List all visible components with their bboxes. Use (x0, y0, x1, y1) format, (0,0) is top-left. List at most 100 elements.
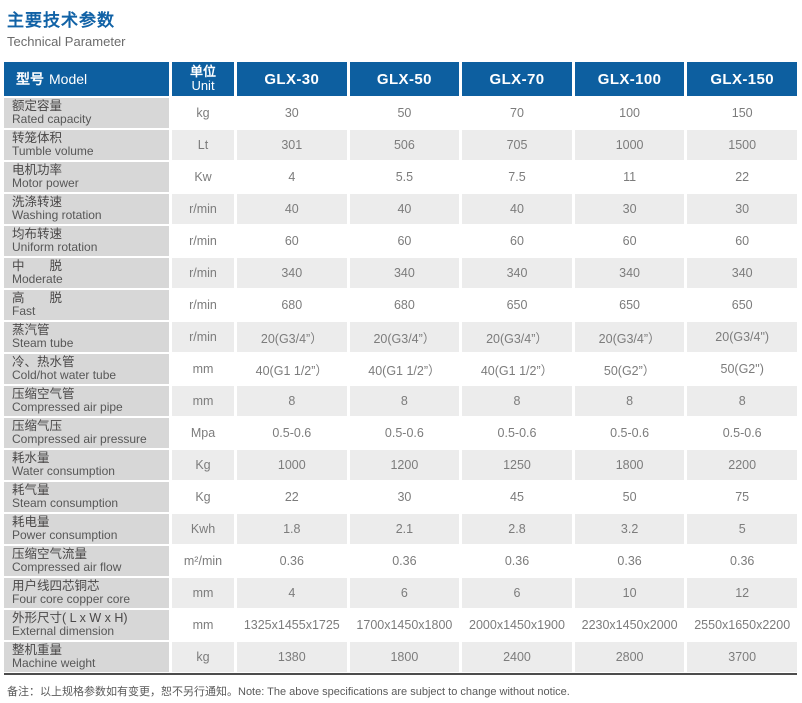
value-glx-70: 650 (462, 290, 572, 320)
value-glx-70: 6 (462, 578, 572, 608)
row-unit: r/min (172, 258, 234, 288)
value-glx-100: 340 (574, 258, 685, 288)
value-glx-150: 12 (687, 578, 797, 608)
row-label-en: Power consumption (12, 528, 118, 543)
header-unit-cn: 单位 (189, 63, 216, 79)
header-model: 型号 Model (4, 62, 169, 96)
row-label: 用户线四芯铜芯 Four core copper core (4, 578, 169, 608)
value-glx-150: 0.36 (687, 546, 797, 576)
row-label-cn: 压缩气压 (12, 419, 63, 434)
value-glx-50: 40(G1 1/2”） (349, 354, 460, 384)
value-glx-50: 2.1 (349, 514, 460, 544)
spec-table: 型号 Model 单位 Unit GLX-30 GLX-50 GLX-70 GLX-1… (4, 62, 797, 675)
value-glx-70: 2400 (462, 642, 572, 672)
row-label: 耗电量 Power consumption (4, 514, 169, 544)
value-glx-70: 70 (462, 98, 572, 128)
value-glx-50: 1800 (349, 642, 460, 672)
row-unit: r/min (172, 322, 234, 352)
value-glx-70: 8 (462, 386, 572, 416)
row-label: 压缩空气管 Compressed air pipe (4, 386, 169, 416)
header-unit-en: Unit (191, 78, 215, 93)
value-glx-150: 150 (687, 98, 797, 128)
row-label: 高 脱 Fast (4, 290, 169, 320)
page-title-en: Technical Parameter (7, 34, 126, 49)
value-glx-100: 50(G2”） (574, 354, 685, 384)
value-glx-100: 10 (574, 578, 685, 608)
row-label-cn: 高 脱 (12, 291, 63, 306)
row-unit: kg (172, 98, 234, 128)
value-glx-150: 22 (687, 162, 797, 192)
row-label-cn: 额定容量 (12, 99, 63, 114)
value-glx-30: 8 (237, 386, 347, 416)
header-model-glx-30: GLX-30 (237, 62, 347, 96)
header-model-glx-70: GLX-70 (462, 62, 572, 96)
value-glx-100: 100 (574, 98, 685, 128)
row-label: 耗气量 Steam consumption (4, 482, 169, 512)
header-model-en: Model (49, 71, 88, 87)
row-label-cn: 压缩空气管 (12, 387, 75, 402)
value-glx-100: 650 (574, 290, 685, 320)
value-glx-100: 50 (574, 482, 685, 512)
value-glx-150: 2200 (687, 450, 797, 480)
value-glx-100: 60 (574, 226, 685, 256)
value-glx-50: 6 (349, 578, 460, 608)
value-glx-50: 50 (349, 98, 460, 128)
value-glx-100: 1800 (574, 450, 685, 480)
row-label-cn: 耗水量 (12, 451, 50, 466)
row-label-en: Compressed air pressure (12, 432, 147, 447)
row-label: 蒸汽管 Steam tube (4, 322, 169, 352)
value-glx-50: 1200 (349, 450, 460, 480)
row-unit: r/min (172, 226, 234, 256)
value-glx-30: 1.8 (237, 514, 347, 544)
row-label: 耗水量 Water consumption (4, 450, 169, 480)
value-glx-50: 20(G3/4”） (349, 322, 460, 352)
value-glx-50: 0.36 (349, 546, 460, 576)
row-label-cn: 用户线四芯铜芯 (12, 579, 100, 594)
row-label: 冷、热水管 Cold/hot water tube (4, 354, 169, 384)
row-unit: Kg (172, 482, 234, 512)
row-label: 中 脱 Moderate (4, 258, 169, 288)
row-label-cn: 中 脱 (12, 259, 63, 274)
row-unit: r/min (172, 194, 234, 224)
row-label-en: External dimension (12, 624, 115, 639)
value-glx-70: 0.5-0.6 (462, 418, 572, 448)
value-glx-50: 40 (349, 194, 460, 224)
row-label-en: Fast (12, 304, 36, 319)
row-label-en: Water consumption (12, 464, 115, 479)
value-glx-70: 2000x1450x1900 (462, 610, 572, 640)
header-model-cn: 型号 (16, 71, 44, 87)
row-label-cn: 均布转速 (12, 227, 63, 242)
row-label: 洗涤转速 Washing rotation (4, 194, 169, 224)
row-label: 转笼体积 Tumble volume (4, 130, 169, 160)
value-glx-70: 45 (462, 482, 572, 512)
row-unit: Kwh (172, 514, 234, 544)
row-label-en: Rated capacity (12, 112, 92, 127)
row-label-cn: 耗气量 (12, 483, 50, 498)
value-glx-150: 75 (687, 482, 797, 512)
value-glx-100: 1000 (574, 130, 685, 160)
value-glx-150: 20(G3/4") (687, 322, 797, 352)
row-unit: Kg (172, 450, 234, 480)
value-glx-50: 0.5-0.6 (349, 418, 460, 448)
value-glx-30: 60 (237, 226, 347, 256)
value-glx-50: 30 (349, 482, 460, 512)
row-label-cn: 外形尺寸( L x W x H) (12, 611, 128, 626)
page-title-cn: 主要技术参数 (7, 11, 115, 30)
value-glx-70: 20(G3/4”） (462, 322, 572, 352)
value-glx-70: 60 (462, 226, 572, 256)
row-label: 均布转速 Uniform rotation (4, 226, 169, 256)
row-unit: mm (172, 386, 234, 416)
value-glx-50: 60 (349, 226, 460, 256)
row-label-en: Compressed air pipe (12, 400, 123, 415)
footnote: 备注：以上规格参数如有变更，恕不另行通知。Note: The above spe… (7, 686, 570, 698)
row-unit: kg (172, 642, 234, 672)
value-glx-150: 50(G2") (687, 354, 797, 384)
row-label: 电机功率 Motor power (4, 162, 169, 192)
row-label-cn: 整机重量 (12, 643, 63, 658)
value-glx-30: 20(G3/4”） (237, 322, 347, 352)
row-label: 额定容量 Rated capacity (4, 98, 169, 128)
row-label-en: Tumble volume (12, 144, 94, 159)
header-unit: 单位 Unit (172, 62, 234, 96)
value-glx-50: 1700x1450x1800 (349, 610, 460, 640)
value-glx-30: 340 (237, 258, 347, 288)
